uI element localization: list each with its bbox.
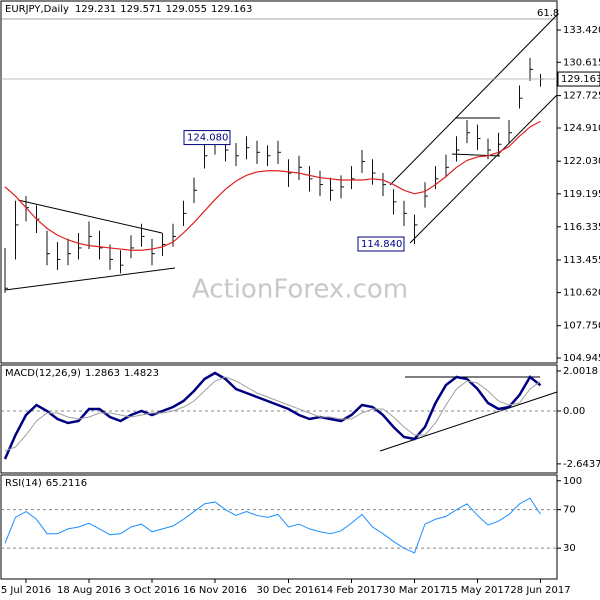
quote: 129.571 <box>120 4 161 15</box>
trend-line <box>379 391 558 452</box>
rsi-panel <box>0 474 558 580</box>
trend-lines <box>4 14 558 452</box>
moving-average <box>4 120 541 251</box>
y-tick-label: 110.620 <box>563 288 600 299</box>
title: MACD(12,26,9) <box>5 368 81 379</box>
x-tick-label: 16 Nov 2016 <box>183 585 247 596</box>
y-tick-label: 127.725 <box>563 91 600 102</box>
trend-line <box>451 153 501 157</box>
x-tick-label: 18 Aug 2016 <box>57 585 121 596</box>
title: RSI(14) <box>5 478 42 489</box>
x-tick-label: 28 Jun 2017 <box>510 585 570 596</box>
annotation-label: 124.080 <box>187 133 228 144</box>
y-tick-label: 100 <box>563 476 582 487</box>
series-line <box>4 376 541 452</box>
y-tick-label: 116.335 <box>563 222 600 233</box>
macd-title: MACD(12,26,9) 1.2863 1.4823 <box>5 368 159 379</box>
title: EURJPY,Daily <box>5 4 69 15</box>
y-tick-label: 70 <box>563 505 576 516</box>
x-tick-label: 14 Feb 2017 <box>320 585 382 596</box>
y-tick-label: 113.455 <box>563 255 600 266</box>
macd-panel <box>0 364 558 474</box>
quote: 65.2116 <box>46 478 87 489</box>
quote: 1.4823 <box>124 368 159 379</box>
quote: 129.231 <box>75 4 116 15</box>
y-tick-label: 104.945 <box>563 353 600 364</box>
trend-line <box>409 94 558 244</box>
x-tick-label: 3 Oct 2016 <box>124 585 179 596</box>
annotation-box <box>183 130 231 146</box>
y-tick-label: -2.6437 <box>563 459 600 470</box>
quote: 129.163 <box>211 4 252 15</box>
series-line <box>4 497 541 554</box>
trend-line <box>4 267 176 291</box>
x-tick-label: 5 Jul 2016 <box>1 585 51 596</box>
y-tick-label: 133.420 <box>563 25 600 36</box>
price-title: EURJPY,Daily 129.231 129.571 129.055 129.163 <box>5 4 252 15</box>
fib-label: 61.8 <box>537 8 559 19</box>
quote: 129.055 <box>166 4 207 15</box>
annotation-label: 114.840 <box>361 239 402 250</box>
price-label: 129.163 <box>561 74 600 85</box>
watermark: ActionForex.com <box>192 275 408 305</box>
y-tick-label: 130.615 <box>563 57 600 68</box>
y-tick-label: 122.030 <box>563 156 600 167</box>
quote: 1.2863 <box>85 368 120 379</box>
series-line <box>3 371 542 460</box>
y-tick-label: 107.750 <box>563 321 600 332</box>
price-box <box>557 71 600 87</box>
y-tick-label: 119.195 <box>563 189 600 200</box>
x-tick-label: 15 May 2017 <box>445 585 510 596</box>
trend-line <box>17 199 163 234</box>
y-tick-label: 0.00 <box>563 406 585 417</box>
x-tick-label: 30 Mar 2017 <box>383 585 446 596</box>
annotation-box <box>357 236 405 252</box>
x-tick-label: 30 Dec 2016 <box>257 585 321 596</box>
y-tick-label: 124.910 <box>563 123 600 134</box>
y-tick-label: 30 <box>563 543 576 554</box>
trend-line <box>389 14 558 186</box>
price-panel <box>0 0 558 364</box>
y-tick-label: 2.0018 <box>563 366 598 377</box>
rsi-title: RSI(14) 65.2116 <box>5 478 87 489</box>
